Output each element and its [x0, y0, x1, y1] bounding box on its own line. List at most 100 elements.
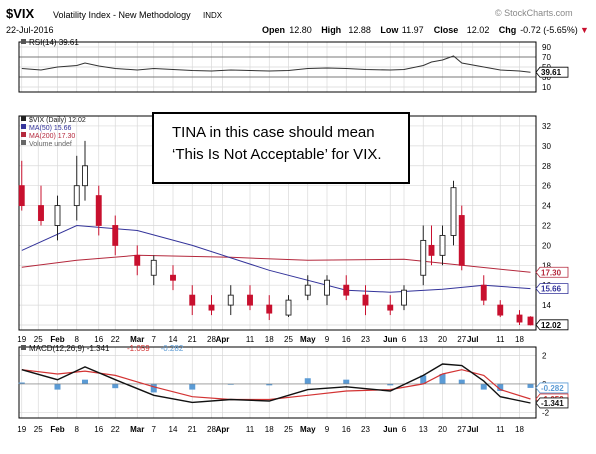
value-tag-label: 39.61	[541, 68, 562, 77]
x-tick-label: 18	[515, 425, 524, 434]
x-axis-lower: 19 25 Feb 8 16 22 Mar 7 14 21 28 Apr 11 18 25 May 9 16 23 J…	[17, 425, 524, 434]
candle-body	[324, 279, 330, 296]
stat-label: Close	[434, 25, 459, 35]
x-tick-label: 20	[438, 425, 447, 434]
x-tick-label: 22	[111, 335, 120, 344]
price-legend-item: MA(200) 17.30	[29, 133, 75, 140]
y-tick-label: 24	[542, 202, 551, 211]
candle-body	[420, 239, 427, 276]
macd-histogram-bar	[18, 382, 25, 384]
x-tick-label: Feb	[50, 335, 64, 344]
stat-label: Open	[262, 25, 285, 35]
value-tag-label: 12.02	[541, 321, 562, 330]
candle-body	[428, 244, 435, 256]
candle-body	[170, 274, 176, 281]
candle-body	[401, 289, 407, 306]
candle-body	[95, 195, 102, 226]
value-tag	[535, 66, 569, 78]
candle-body	[516, 314, 523, 323]
x-tick-label: 13	[419, 335, 428, 344]
macd-histogram-bar	[439, 373, 446, 384]
x-tick-label: May	[300, 335, 316, 344]
y-tick-label: 32	[542, 122, 551, 131]
macd-legend-swatch	[21, 345, 26, 350]
chart-date: 22-Jul-2016	[6, 25, 54, 35]
x-tick-label: 28	[207, 425, 216, 434]
x-tick-label: 25	[284, 335, 293, 344]
value-tag	[535, 283, 569, 294]
x-tick-label: 23	[361, 335, 370, 344]
value-tag	[535, 266, 569, 278]
candle-body	[343, 284, 350, 296]
stat-label: Chg	[499, 25, 517, 35]
x-tick-label: 16	[94, 425, 103, 434]
candle-body	[18, 185, 25, 207]
stat-value: 12.02	[467, 25, 490, 35]
candle-body	[362, 294, 369, 306]
x-tick-label: Mar	[130, 335, 144, 344]
x-tick-label: Mar	[130, 425, 144, 434]
price-legend-swatch	[21, 140, 26, 145]
candle-body	[38, 205, 44, 221]
x-tick-label: 9	[325, 425, 330, 434]
x-tick-label: Jun	[383, 425, 397, 434]
candle-body	[134, 254, 141, 266]
y-tick-label: -2	[542, 408, 550, 417]
candle-body	[208, 304, 215, 311]
stat-value: 12.80	[289, 25, 312, 35]
macd-histogram-bar	[112, 383, 119, 389]
x-tick-label: 7	[152, 425, 157, 434]
y-tick-label: 30	[542, 142, 551, 151]
candle-body	[227, 294, 234, 306]
candle-body	[439, 234, 446, 256]
stat-value: -0.72 (-5.65%)	[520, 25, 578, 35]
x-tick-label: 13	[419, 425, 428, 434]
rsi-legend: RSI(14) 39.61	[29, 38, 79, 47]
x-tick-label: 14	[169, 425, 178, 434]
stat-value: 12.88	[348, 25, 371, 35]
x-tick-label: 23	[361, 425, 370, 434]
candle-body	[266, 304, 273, 314]
macd-histogram-bar	[343, 379, 350, 384]
macd-signal-line	[21, 369, 531, 401]
macd-histogram-bar	[227, 383, 234, 385]
x-tick-label: 8	[75, 335, 80, 344]
value-tag-label: 15.66	[541, 285, 562, 294]
x-tick-label: Jul	[467, 335, 479, 344]
macd-histogram-bar	[527, 383, 534, 388]
price-legend-item: MA(50) 15.66	[29, 125, 72, 132]
y-tick-label: 10	[542, 83, 551, 92]
candle-body	[247, 294, 253, 306]
annotation-box: TINA in this case should mean ‘This Is N…	[152, 112, 410, 184]
exchange: INDX	[203, 11, 223, 20]
x-tick-label: 16	[94, 335, 103, 344]
x-tick-label: 11	[496, 335, 505, 344]
candle-body	[285, 299, 292, 316]
value-tag-label: -1.341	[541, 399, 564, 408]
macd-legend-item: -1.059	[127, 344, 150, 353]
candle-body	[387, 304, 394, 311]
macd-histogram-bar	[266, 383, 273, 386]
price-legend-swatch	[21, 116, 26, 121]
stat-value: 11.97	[402, 25, 424, 35]
annotation-line-2: ‘This Is Not Acceptable’ for VIX.	[172, 146, 382, 163]
y-tick-label: 2	[542, 352, 547, 361]
candle-body	[54, 205, 61, 226]
macd-histogram-bar	[189, 383, 196, 390]
candle-body	[82, 165, 88, 187]
candle-body	[480, 284, 487, 301]
value-tag-label: -0.282	[541, 384, 564, 393]
x-tick-label: 6	[402, 425, 407, 434]
x-tick-label: 14	[169, 335, 178, 344]
x-tick-label: Feb	[50, 425, 64, 434]
candle-body	[458, 215, 465, 266]
y-tick-label: 22	[542, 221, 551, 230]
candle-body	[189, 294, 196, 306]
x-tick-label: Apr	[216, 335, 230, 344]
x-tick-label: 9	[325, 335, 330, 344]
x-tick-label: 18	[265, 335, 274, 344]
x-tick-label: 27	[457, 335, 466, 344]
candle-body	[73, 185, 80, 207]
